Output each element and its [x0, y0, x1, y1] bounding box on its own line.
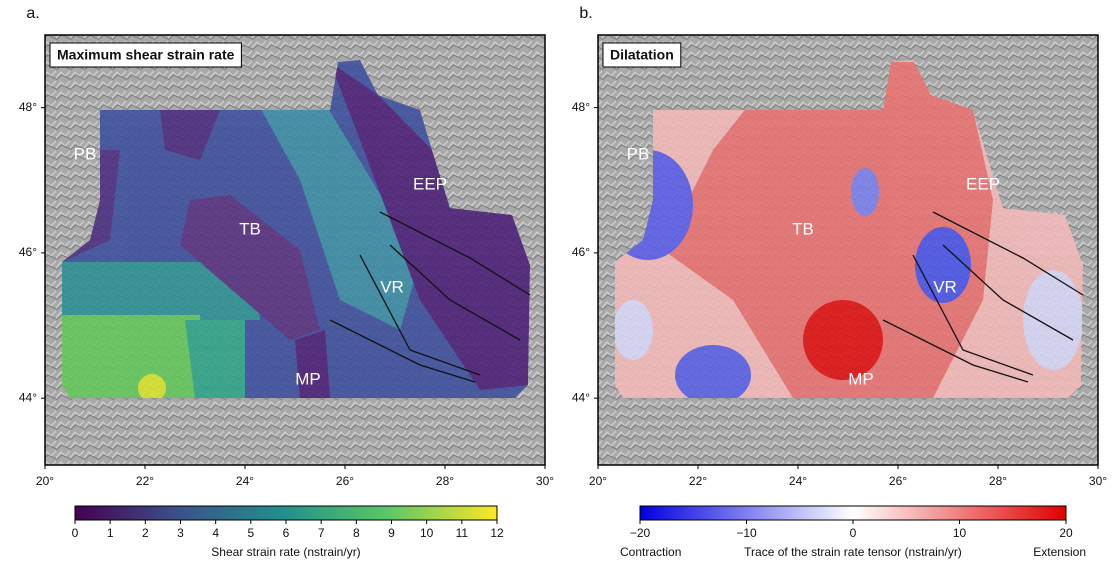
colorbar-tick-label: 6 [283, 526, 290, 540]
colorbar-tick-label: 9 [388, 526, 395, 540]
colorbar-tick-label: 10 [953, 526, 967, 540]
lon-tick-label: 22° [136, 474, 154, 488]
lat-tick-label: 44° [19, 390, 37, 404]
region-label: PB [627, 144, 650, 163]
field-patch [185, 320, 245, 398]
lat-tick-label: 48° [572, 100, 590, 114]
panel-title: Maximum shear strain rate [57, 47, 235, 63]
region-label: EEP [413, 174, 447, 193]
colorbar-tick-label: 0 [850, 526, 857, 540]
colorbar-label: Shear strain rate (nstrain/yr) [211, 545, 360, 559]
lon-tick-label: 24° [236, 474, 254, 488]
lon-tick-label: 24° [789, 474, 807, 488]
colorbar-tick-label: 0 [72, 526, 79, 540]
colorbar-tick-label: 7 [318, 526, 325, 540]
colorbar-end-label: Contraction [620, 545, 681, 559]
lon-tick-label: 26° [336, 474, 354, 488]
lon-tick-label: 22° [689, 474, 707, 488]
lon-tick-label: 20° [589, 474, 607, 488]
colorbar-tick-label: 12 [490, 526, 504, 540]
colorbar-end-label: Extension [1033, 545, 1086, 559]
colorbar-tick-label: 20 [1059, 526, 1073, 540]
lat-tick-label: 48° [19, 100, 37, 114]
region-label: TB [239, 219, 261, 238]
colorbar-tick-label: −10 [736, 526, 757, 540]
region-label: EEP [966, 174, 1000, 193]
colorbar-tick-label: 2 [142, 526, 149, 540]
colorbar [75, 506, 497, 520]
lon-tick-label: 26° [889, 474, 907, 488]
colorbar-label: Trace of the strain rate tensor (nstrain… [744, 545, 962, 559]
lon-tick-label: 28° [989, 474, 1007, 488]
colorbar-tick-label: 11 [456, 526, 469, 540]
lon-tick-label: 28° [436, 474, 454, 488]
colorbar-tick-label: 5 [247, 526, 254, 540]
colorbar-tick-label: −20 [630, 526, 651, 540]
region-label: VR [380, 277, 404, 296]
panel-label: a. [26, 5, 39, 22]
region-label: VR [933, 277, 957, 296]
map-panel: Maximum shear strain ratea.PBTBEEPVRMP20… [19, 5, 554, 559]
map-panel: Dilatation b. PB TB EEP VR MP 20° 22° 24° 26° 28° 30… [572, 5, 1107, 559]
colorbar-tick-label: 3 [177, 526, 184, 540]
field-patch [803, 300, 883, 380]
field-patch [851, 168, 879, 216]
colorbar-tick-label: 1 [107, 526, 114, 540]
region-label: MP [848, 369, 874, 388]
field-patch [138, 374, 166, 402]
lat-tick-label: 46° [572, 245, 590, 259]
field-patch [1023, 270, 1083, 370]
lon-tick-label: 20° [36, 474, 54, 488]
field-patch [613, 300, 653, 360]
colorbar-tick-label: 8 [353, 526, 360, 540]
lon-tick-label: 30° [536, 474, 554, 488]
lon-tick-label: 30° [1089, 474, 1107, 488]
lat-tick-label: 44° [572, 390, 590, 404]
lat-tick-label: 46° [19, 245, 37, 259]
field-patch [675, 345, 751, 405]
region-label: PB [74, 144, 97, 163]
region-label: MP [295, 369, 321, 388]
figure: Maximum shear strain ratea.PBTBEEPVRMP20… [0, 0, 1113, 570]
panel-title: Dilatation [610, 47, 674, 63]
colorbar-tick-label: 4 [212, 526, 219, 540]
colorbar [640, 506, 1066, 520]
panel-label: b. [579, 5, 592, 22]
region-label: TB [792, 219, 814, 238]
colorbar-tick-label: 10 [420, 526, 434, 540]
field-patch [62, 315, 205, 398]
